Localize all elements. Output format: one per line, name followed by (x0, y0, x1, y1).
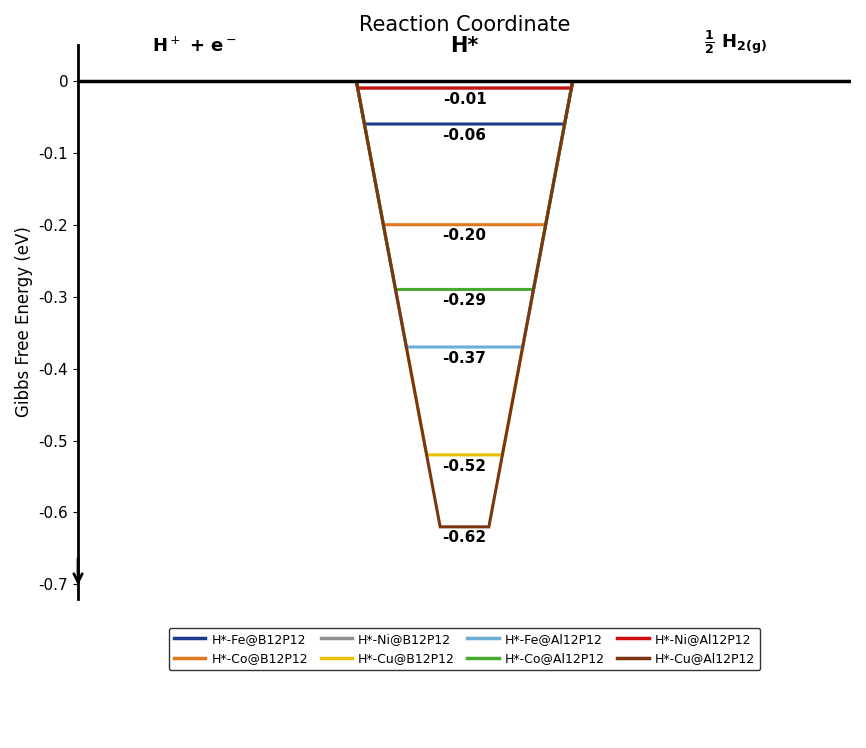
Text: -0.37: -0.37 (443, 351, 487, 366)
Title: Reaction Coordinate: Reaction Coordinate (359, 15, 570, 35)
Text: $\mathregular{\frac{1}{2}}$ H$_{\mathregular{2(g)}}$: $\mathregular{\frac{1}{2}}$ H$_{\mathreg… (704, 28, 766, 55)
Text: -0.06: -0.06 (443, 128, 487, 143)
Text: H$^+$ + e$^-$: H$^+$ + e$^-$ (152, 37, 236, 55)
Text: -0.29: -0.29 (443, 293, 487, 308)
Text: -0.52: -0.52 (443, 459, 487, 473)
Legend: H*-Fe@B12P12, H*-Co@B12P12, H*-Ni@B12P12, H*-Cu@B12P12, H*-Fe@Al12P12, H*-Co@Al1: H*-Fe@B12P12, H*-Co@B12P12, H*-Ni@B12P12… (169, 628, 760, 670)
Text: -0.20: -0.20 (443, 228, 487, 243)
Text: -0.62: -0.62 (443, 530, 487, 545)
Y-axis label: Gibbs Free Energy (eV): Gibbs Free Energy (eV) (15, 227, 33, 417)
Text: H*: H* (450, 36, 479, 55)
Text: -0.01: -0.01 (443, 92, 487, 107)
